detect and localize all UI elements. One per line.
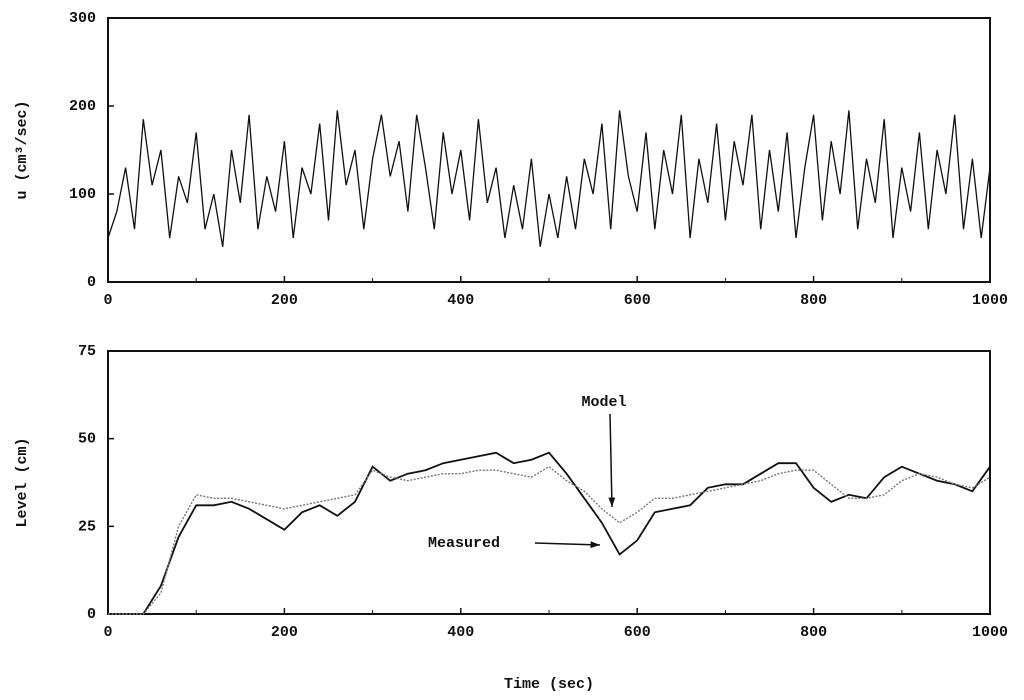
x-tick-label: 200 [271, 624, 298, 641]
x-tick-label: 200 [271, 292, 298, 309]
y-tick-label: 50 [78, 431, 96, 448]
y-tick-label: 300 [69, 10, 96, 27]
y-tick-label: 75 [78, 343, 96, 360]
annotation-label: Measured [428, 535, 500, 552]
plot-frame [108, 351, 990, 614]
annotation-arrow [535, 543, 600, 545]
x-tick-label: 400 [447, 292, 474, 309]
figure: 0 200 400 600 800 1000 0 100 200 300 u (cm³/sec) 0 2… [0, 0, 1024, 695]
x-tick-label: 1000 [972, 292, 1008, 309]
y-tick-label: 25 [78, 518, 96, 535]
x-tick-label: 0 [103, 292, 112, 309]
annotation-arrow [610, 414, 612, 507]
x-tick-label: 1000 [972, 624, 1008, 641]
y-tick-label: 100 [69, 186, 96, 203]
series-line [108, 453, 990, 614]
x-axis-label: Time (sec) [504, 676, 594, 693]
signal-line [108, 110, 990, 246]
x-tick-label: 600 [624, 624, 651, 641]
x-tick-label: 400 [447, 624, 474, 641]
annotation-label: Model [581, 394, 626, 411]
series-line [108, 467, 990, 614]
y-tick-label: 0 [87, 274, 96, 291]
y-axis-label: Level (cm) [14, 437, 31, 527]
arrow-head [608, 498, 615, 507]
x-tick-label: 800 [800, 292, 827, 309]
y-tick-label: 0 [87, 606, 96, 623]
x-tick-label: 600 [624, 292, 651, 309]
y-tick-label: 200 [69, 98, 96, 115]
y-axis-label: u (cm³/sec) [14, 100, 31, 199]
x-tick-label: 800 [800, 624, 827, 641]
x-tick-label: 0 [103, 624, 112, 641]
arrow-head [591, 541, 600, 548]
plot-frame [108, 18, 990, 282]
